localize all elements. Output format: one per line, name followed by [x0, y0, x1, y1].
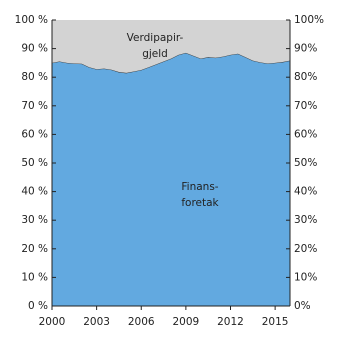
y-tick-label: 80 % — [21, 71, 48, 83]
x-tick-label: 2003 — [83, 316, 110, 328]
y-tick-label: 0 % — [28, 300, 48, 312]
series-label: gjeld — [142, 48, 168, 60]
y2-tick-label: 0% — [294, 300, 311, 312]
x-tick-label: 2015 — [262, 316, 289, 328]
y2-tick-label: 70% — [294, 100, 317, 112]
y2-tick-label: 80% — [294, 71, 317, 83]
series-label: Verdipapir- — [127, 32, 184, 44]
y2-tick-label: 50% — [294, 157, 317, 169]
area — [52, 20, 290, 73]
area — [52, 52, 290, 306]
y-tick-label: 20 % — [21, 243, 48, 255]
y2-tick-label: 60% — [294, 128, 317, 140]
y-tick-label: 10 % — [21, 271, 48, 283]
series-label: foretak — [181, 197, 219, 209]
y2-tick-label: 30% — [294, 214, 317, 226]
y-tick-label: 60 % — [21, 128, 48, 140]
x-tick-label: 2009 — [173, 316, 200, 328]
y-tick-label: 50 % — [21, 157, 48, 169]
x-tick-label: 2000 — [39, 316, 66, 328]
y-tick-label: 40 % — [21, 186, 48, 198]
y-tick-label: 70 % — [21, 100, 48, 112]
series-label: Finans- — [181, 181, 218, 193]
x-tick-label: 2006 — [128, 316, 155, 328]
y2-tick-label: 40% — [294, 186, 317, 198]
x-tick-label: 2012 — [217, 316, 244, 328]
y-tick-label: 30 % — [21, 214, 48, 226]
y2-tick-label: 20% — [294, 243, 317, 255]
y2-tick-label: 90% — [294, 43, 317, 55]
y-tick-label: 90 % — [21, 43, 48, 55]
y2-tick-label: 100% — [294, 14, 324, 26]
y2-tick-label: 10% — [294, 271, 317, 283]
y-tick-label: 100 % — [15, 14, 48, 26]
